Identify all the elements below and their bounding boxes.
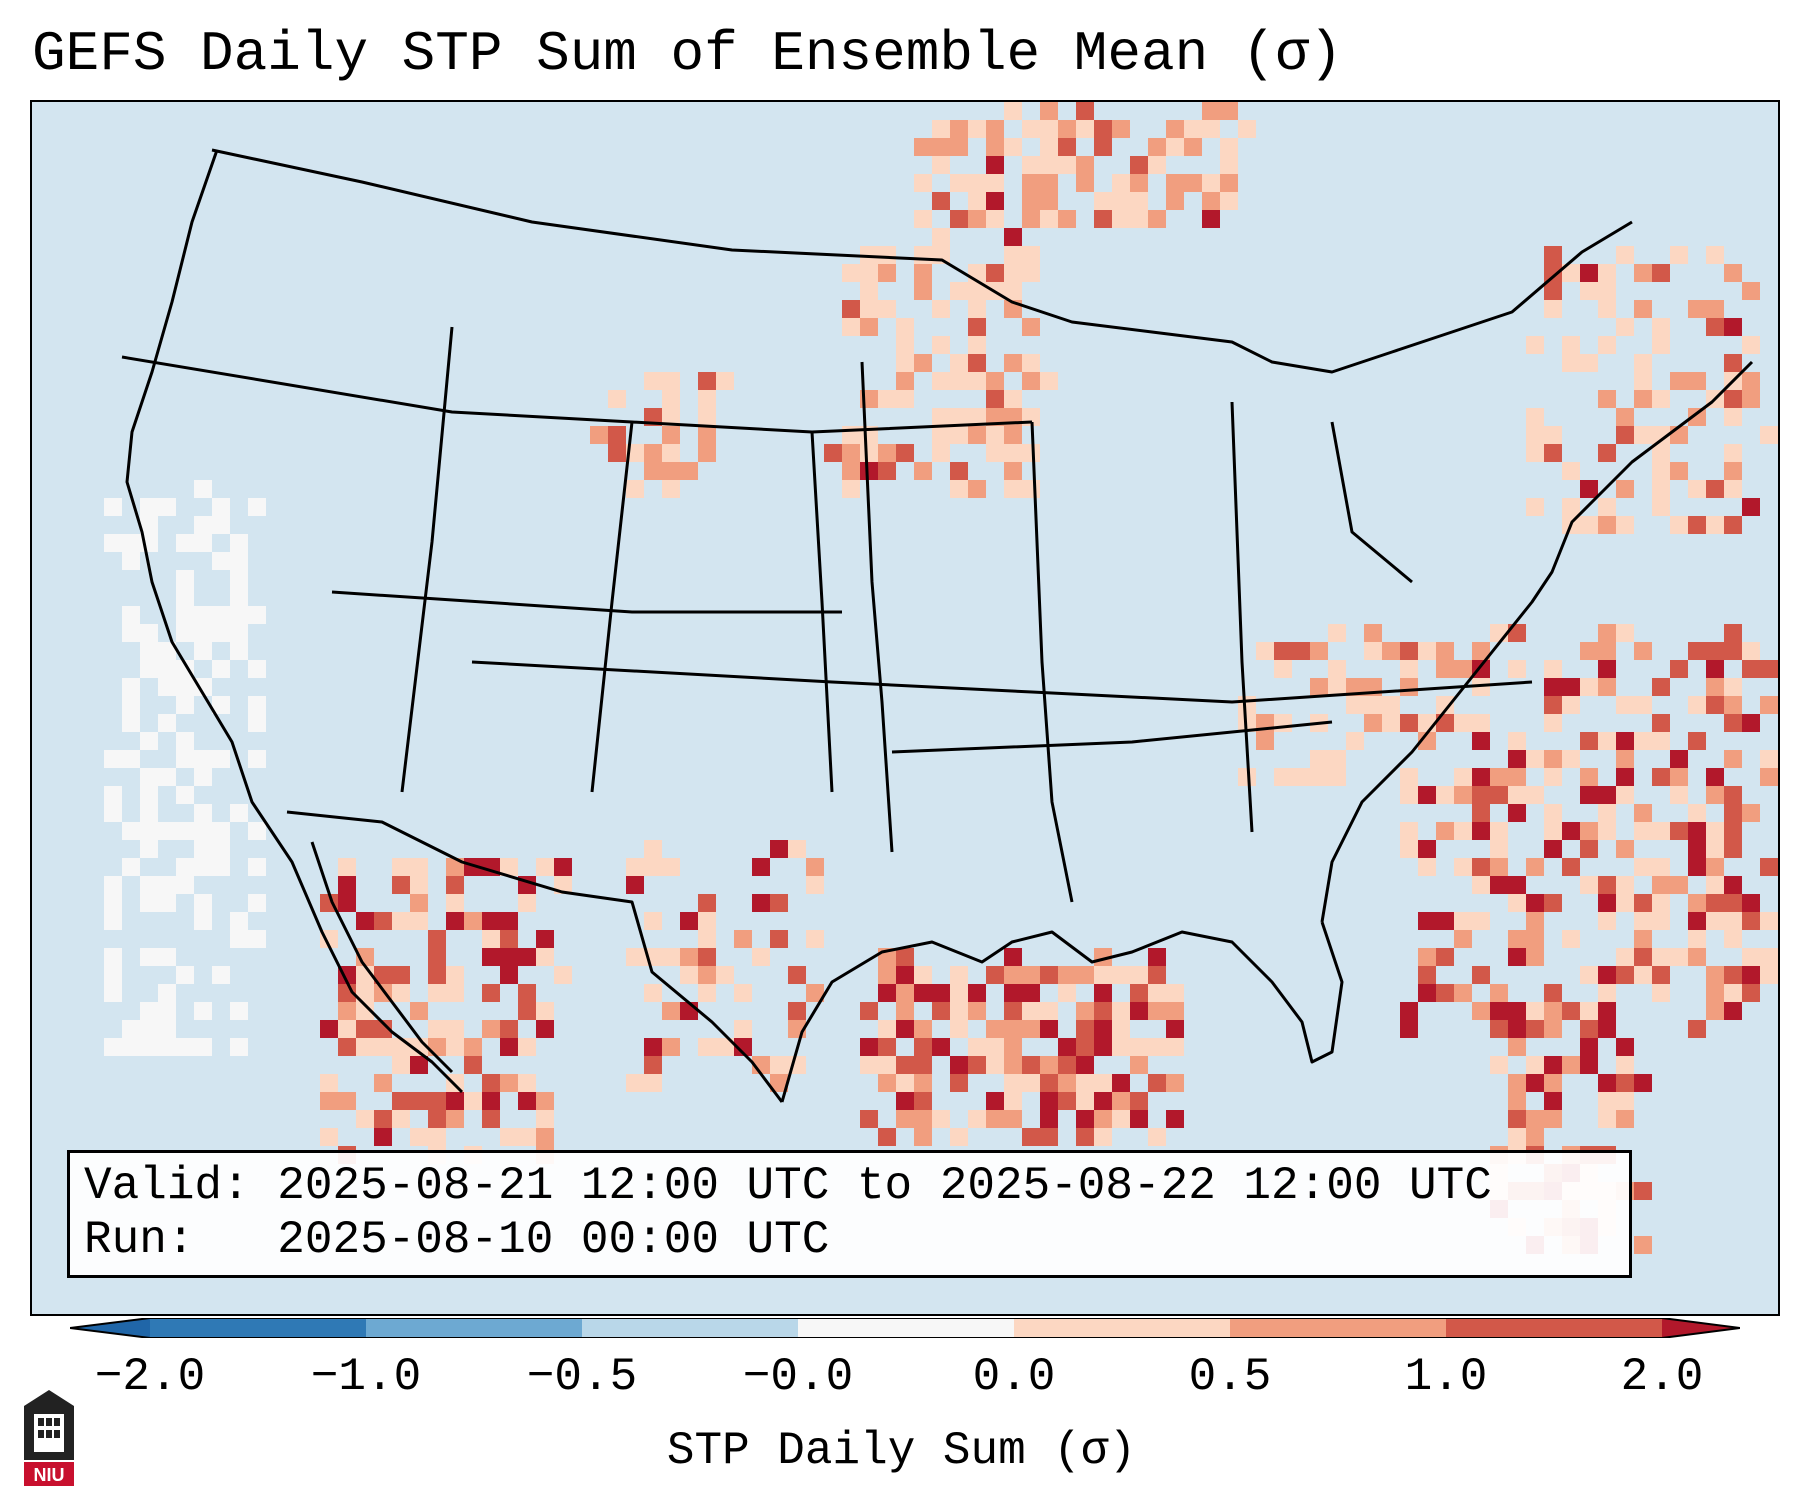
colorbar-segment-5 [1014, 1318, 1230, 1338]
colorbar [70, 1318, 1740, 1338]
niu-logo: NIU [24, 1390, 74, 1486]
colorbar-segment-3 [582, 1318, 798, 1338]
valid-run-info-box: Valid: 2025-08-21 12:00 UTC to 2025-08-2… [67, 1150, 1632, 1278]
colorbar-extend-high [1662, 1318, 1740, 1338]
colorbar-tick: 0.5 [1188, 1351, 1272, 1403]
colorbar-segment-7 [1446, 1318, 1662, 1338]
stp-field [104, 102, 1778, 1254]
valid-label: Valid: [84, 1160, 250, 1212]
colorbar-tick: 0.0 [972, 1351, 1056, 1403]
colorbar-segment-1 [150, 1318, 366, 1338]
colorbar-tick: −1.0 [310, 1351, 422, 1403]
colorbar-label: STP Daily Sum (σ) [666, 1425, 1137, 1477]
run-label: Run: [84, 1214, 195, 1266]
colorbar-tick: −0.0 [742, 1351, 854, 1403]
valid-value: 2025-08-21 12:00 UTC to 2025-08-22 12:00… [277, 1160, 1492, 1212]
colorbar-extend-low [70, 1318, 150, 1338]
map-canvas [104, 102, 1778, 1254]
colorbar-tick: 1.0 [1404, 1351, 1488, 1403]
colorbar-tick: −0.5 [526, 1351, 638, 1403]
logo-text: NIU [34, 1465, 65, 1485]
chart-title: GEFS Daily STP Sum of Ensemble Mean (σ) [32, 22, 1343, 86]
run-value: 2025-08-10 00:00 UTC [277, 1214, 830, 1266]
colorbar-segment-2 [366, 1318, 582, 1338]
colorbar-segment-4 [798, 1318, 1014, 1338]
colorbar-tick: −2.0 [94, 1351, 206, 1403]
colorbar-segment-6 [1230, 1318, 1446, 1338]
state-borders [121, 148, 1754, 1103]
colorbar-ticks: −2.0 −1.0 −0.5 −0.0 0.0 0.5 1.0 2.0 [0, 1352, 1803, 1412]
colorbar-tick: 2.0 [1620, 1351, 1704, 1403]
map-panel [30, 100, 1780, 1316]
